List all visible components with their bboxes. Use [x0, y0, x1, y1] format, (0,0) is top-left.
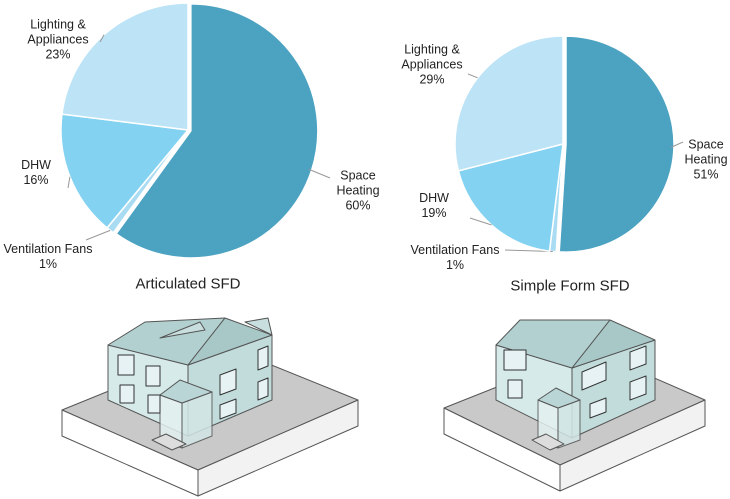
- slice-label: Ventilation Fans 1%: [0, 242, 103, 272]
- slice-value: 60%: [345, 198, 371, 213]
- leader-line: [85, 229, 111, 241]
- pie-slice: [558, 35, 675, 253]
- articulated-house: [61, 317, 359, 497]
- pie-slice: [457, 142, 564, 252]
- slice-label: Space Heating 51%: [671, 138, 730, 183]
- slice-value: 1%: [445, 258, 465, 272]
- leader-line: [504, 249, 553, 253]
- slice-name: Ventilation Fans: [410, 243, 500, 257]
- slice-label: Space Heating 60%: [323, 169, 393, 214]
- slice-value: 16%: [23, 173, 49, 187]
- slice-name: DHW: [419, 191, 449, 205]
- slice-name: Lighting & Appliances: [27, 17, 89, 47]
- simple-form-house: [443, 319, 706, 492]
- house-illustrations: [61, 317, 706, 497]
- slice-label: Lighting & Appliances 23%: [3, 18, 113, 63]
- slice-name: Space Heating: [684, 137, 728, 167]
- slice-value: 23%: [45, 47, 71, 62]
- slice-label: DHW 19%: [399, 191, 469, 221]
- slice-name: Space Heating: [336, 168, 380, 198]
- leader-line: [308, 168, 331, 179]
- leader-line: [469, 217, 492, 226]
- leader-line: [99, 34, 105, 43]
- pie-slice: [454, 35, 564, 172]
- slice-value: 29%: [419, 72, 445, 87]
- chart-title: Simple Form SFD: [510, 277, 630, 295]
- slice-label: Lighting & Appliances 29%: [377, 43, 487, 88]
- slice-value: 51%: [693, 167, 719, 182]
- slice-name: Lighting & Appliances: [401, 42, 463, 72]
- slice-value: 1%: [38, 257, 58, 271]
- slice-label: DHW 16%: [1, 158, 71, 188]
- slice-value: 19%: [421, 206, 447, 220]
- slice-name: DHW: [21, 158, 51, 172]
- leader-line: [670, 141, 684, 148]
- slice-name: Ventilation Fans: [3, 242, 93, 256]
- leader-line: [467, 73, 478, 79]
- chart-title: Articulated SFD: [135, 275, 241, 293]
- leader-line: [67, 176, 71, 189]
- slice-label: Ventilation Fans 1%: [400, 243, 510, 273]
